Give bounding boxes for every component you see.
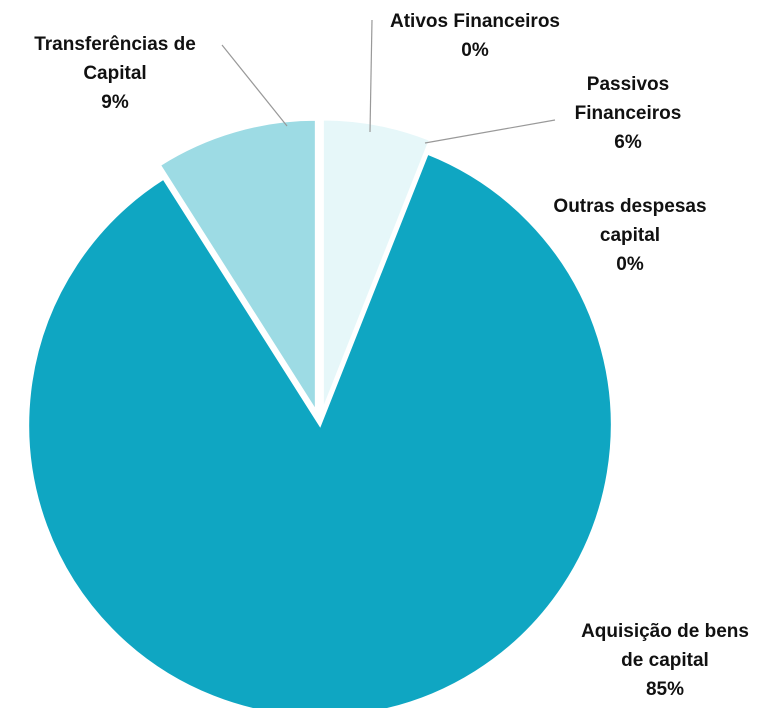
value-label: 9% xyxy=(101,92,129,113)
label-line: Financeiros xyxy=(575,103,682,124)
label-line: Capital xyxy=(83,63,146,84)
leader-line xyxy=(424,119,556,144)
value-label: 6% xyxy=(614,132,642,153)
label-line: Passivos xyxy=(587,74,669,95)
label-line: Transferências de xyxy=(34,34,196,55)
slice-label: Outras despesas capital xyxy=(553,196,706,246)
value-label: 85% xyxy=(646,679,684,700)
slice-label: Aquisição de bens de capital xyxy=(581,621,749,671)
label-line: de capital xyxy=(621,650,709,671)
leader-line xyxy=(369,19,373,133)
leader-line xyxy=(221,44,288,127)
label-line: Aquisição de bens xyxy=(581,621,749,642)
label-line: Outras despesas xyxy=(553,196,706,217)
pie-slice xyxy=(321,117,432,412)
pie-slice xyxy=(26,151,614,708)
label-line: capital xyxy=(600,225,660,246)
slice-label: Transferências de Capital xyxy=(34,34,196,84)
label-line: Ativos Financeiros xyxy=(390,11,560,32)
slice-label: Passivos Financeiros xyxy=(575,74,682,124)
value-label: 0% xyxy=(616,254,644,275)
value-label: 0% xyxy=(461,40,489,61)
slice-label: Ativos Financeiros xyxy=(390,11,560,32)
pie-slice xyxy=(157,118,318,416)
